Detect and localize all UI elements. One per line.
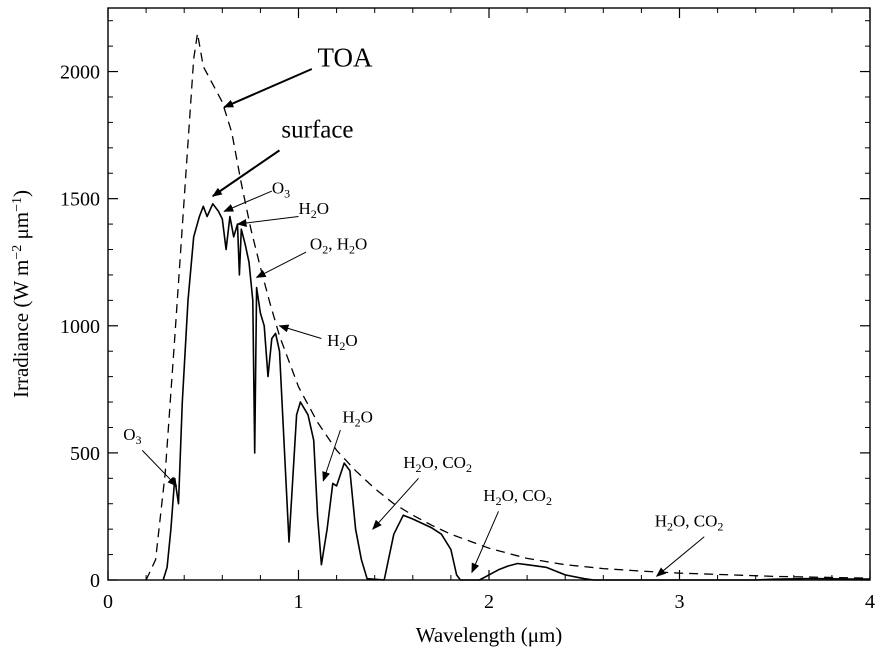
annotation-layer: TOA surface O3​ H2​O O2​, H2​O H2​O H2​O H2​O, … bbox=[123, 42, 724, 577]
y-axis-label: Irradiance (W m−2 μm−1) bbox=[9, 190, 33, 398]
annotation-label-h2o-co2-2: H2​O, CO2​ bbox=[483, 486, 552, 508]
tick-layer: 0 1 2 3 4 0 500 1000 1500 2000 bbox=[60, 8, 875, 613]
x-tick-label: 4 bbox=[865, 591, 875, 613]
annotation-label-o3-uv: O3​ bbox=[123, 425, 141, 447]
annotation-label-h2o-1: H2​O bbox=[299, 199, 330, 221]
y-tick-label: 0 bbox=[90, 570, 100, 592]
annotation-label-h2o-co2-1: H2​O, CO2​ bbox=[403, 453, 472, 475]
y-axis-label-mid: μm bbox=[9, 212, 33, 245]
x-tick-label: 1 bbox=[294, 591, 304, 613]
y-tick-label: 500 bbox=[70, 443, 100, 465]
y-axis-label-end: ) bbox=[9, 190, 33, 197]
y-axis-label-exp2: −1 bbox=[10, 197, 25, 212]
x-tick-label: 0 bbox=[103, 591, 113, 613]
series-line-toa bbox=[145, 32, 871, 581]
y-tick-label: 2000 bbox=[60, 62, 100, 84]
y-axis-label-exp1: −2 bbox=[10, 245, 25, 260]
annotation-label-h2o-2: H2​O bbox=[327, 331, 358, 353]
annotation-label-o2-h2o: O2​, H2​O bbox=[310, 235, 367, 257]
annotation-arrow-o2-h2o bbox=[255, 251, 307, 278]
annotation-arrow-h2o-3 bbox=[322, 429, 341, 482]
y-tick-label: 1500 bbox=[60, 189, 100, 211]
annotation-arrow-h2o-1 bbox=[236, 215, 299, 227]
annotation-arrow-o3-uv bbox=[141, 449, 178, 487]
annotation-arrow-o3-vis bbox=[223, 190, 273, 212]
series-line-surface bbox=[162, 203, 870, 581]
annotation-label-toa: TOA bbox=[318, 42, 374, 72]
x-tick-label: 2 bbox=[484, 591, 494, 613]
y-axis-label-main: Irradiance (W m bbox=[9, 260, 33, 398]
annotation-arrow-toa bbox=[223, 68, 313, 109]
series-layer bbox=[145, 32, 871, 581]
annotation-arrow-h2o-co2-1 bbox=[372, 477, 419, 530]
annotation-label-h2o-co2-3: H2​O, CO2​ bbox=[655, 512, 724, 534]
annotation-label-o3-vis: O3​ bbox=[272, 179, 290, 201]
annotation-arrow-h2o-co2-3 bbox=[655, 536, 705, 577]
annotation-label-surface: surface bbox=[281, 117, 353, 144]
annotation-label-h2o-3: H2​O bbox=[342, 407, 373, 429]
annotation-arrow-h2o-co2-2 bbox=[471, 511, 499, 574]
plot-area: 0 1 2 3 4 0 500 1000 1500 2000 TOA surface O3​ H2​O O… bbox=[60, 7, 875, 613]
y-tick-label: 1000 bbox=[60, 316, 100, 338]
annotation-arrow-surface bbox=[211, 149, 281, 197]
x-tick-label: 3 bbox=[675, 591, 685, 613]
annotation-arrow-h2o-2 bbox=[278, 324, 322, 339]
x-axis-label: Wavelength (μm) bbox=[416, 623, 563, 647]
